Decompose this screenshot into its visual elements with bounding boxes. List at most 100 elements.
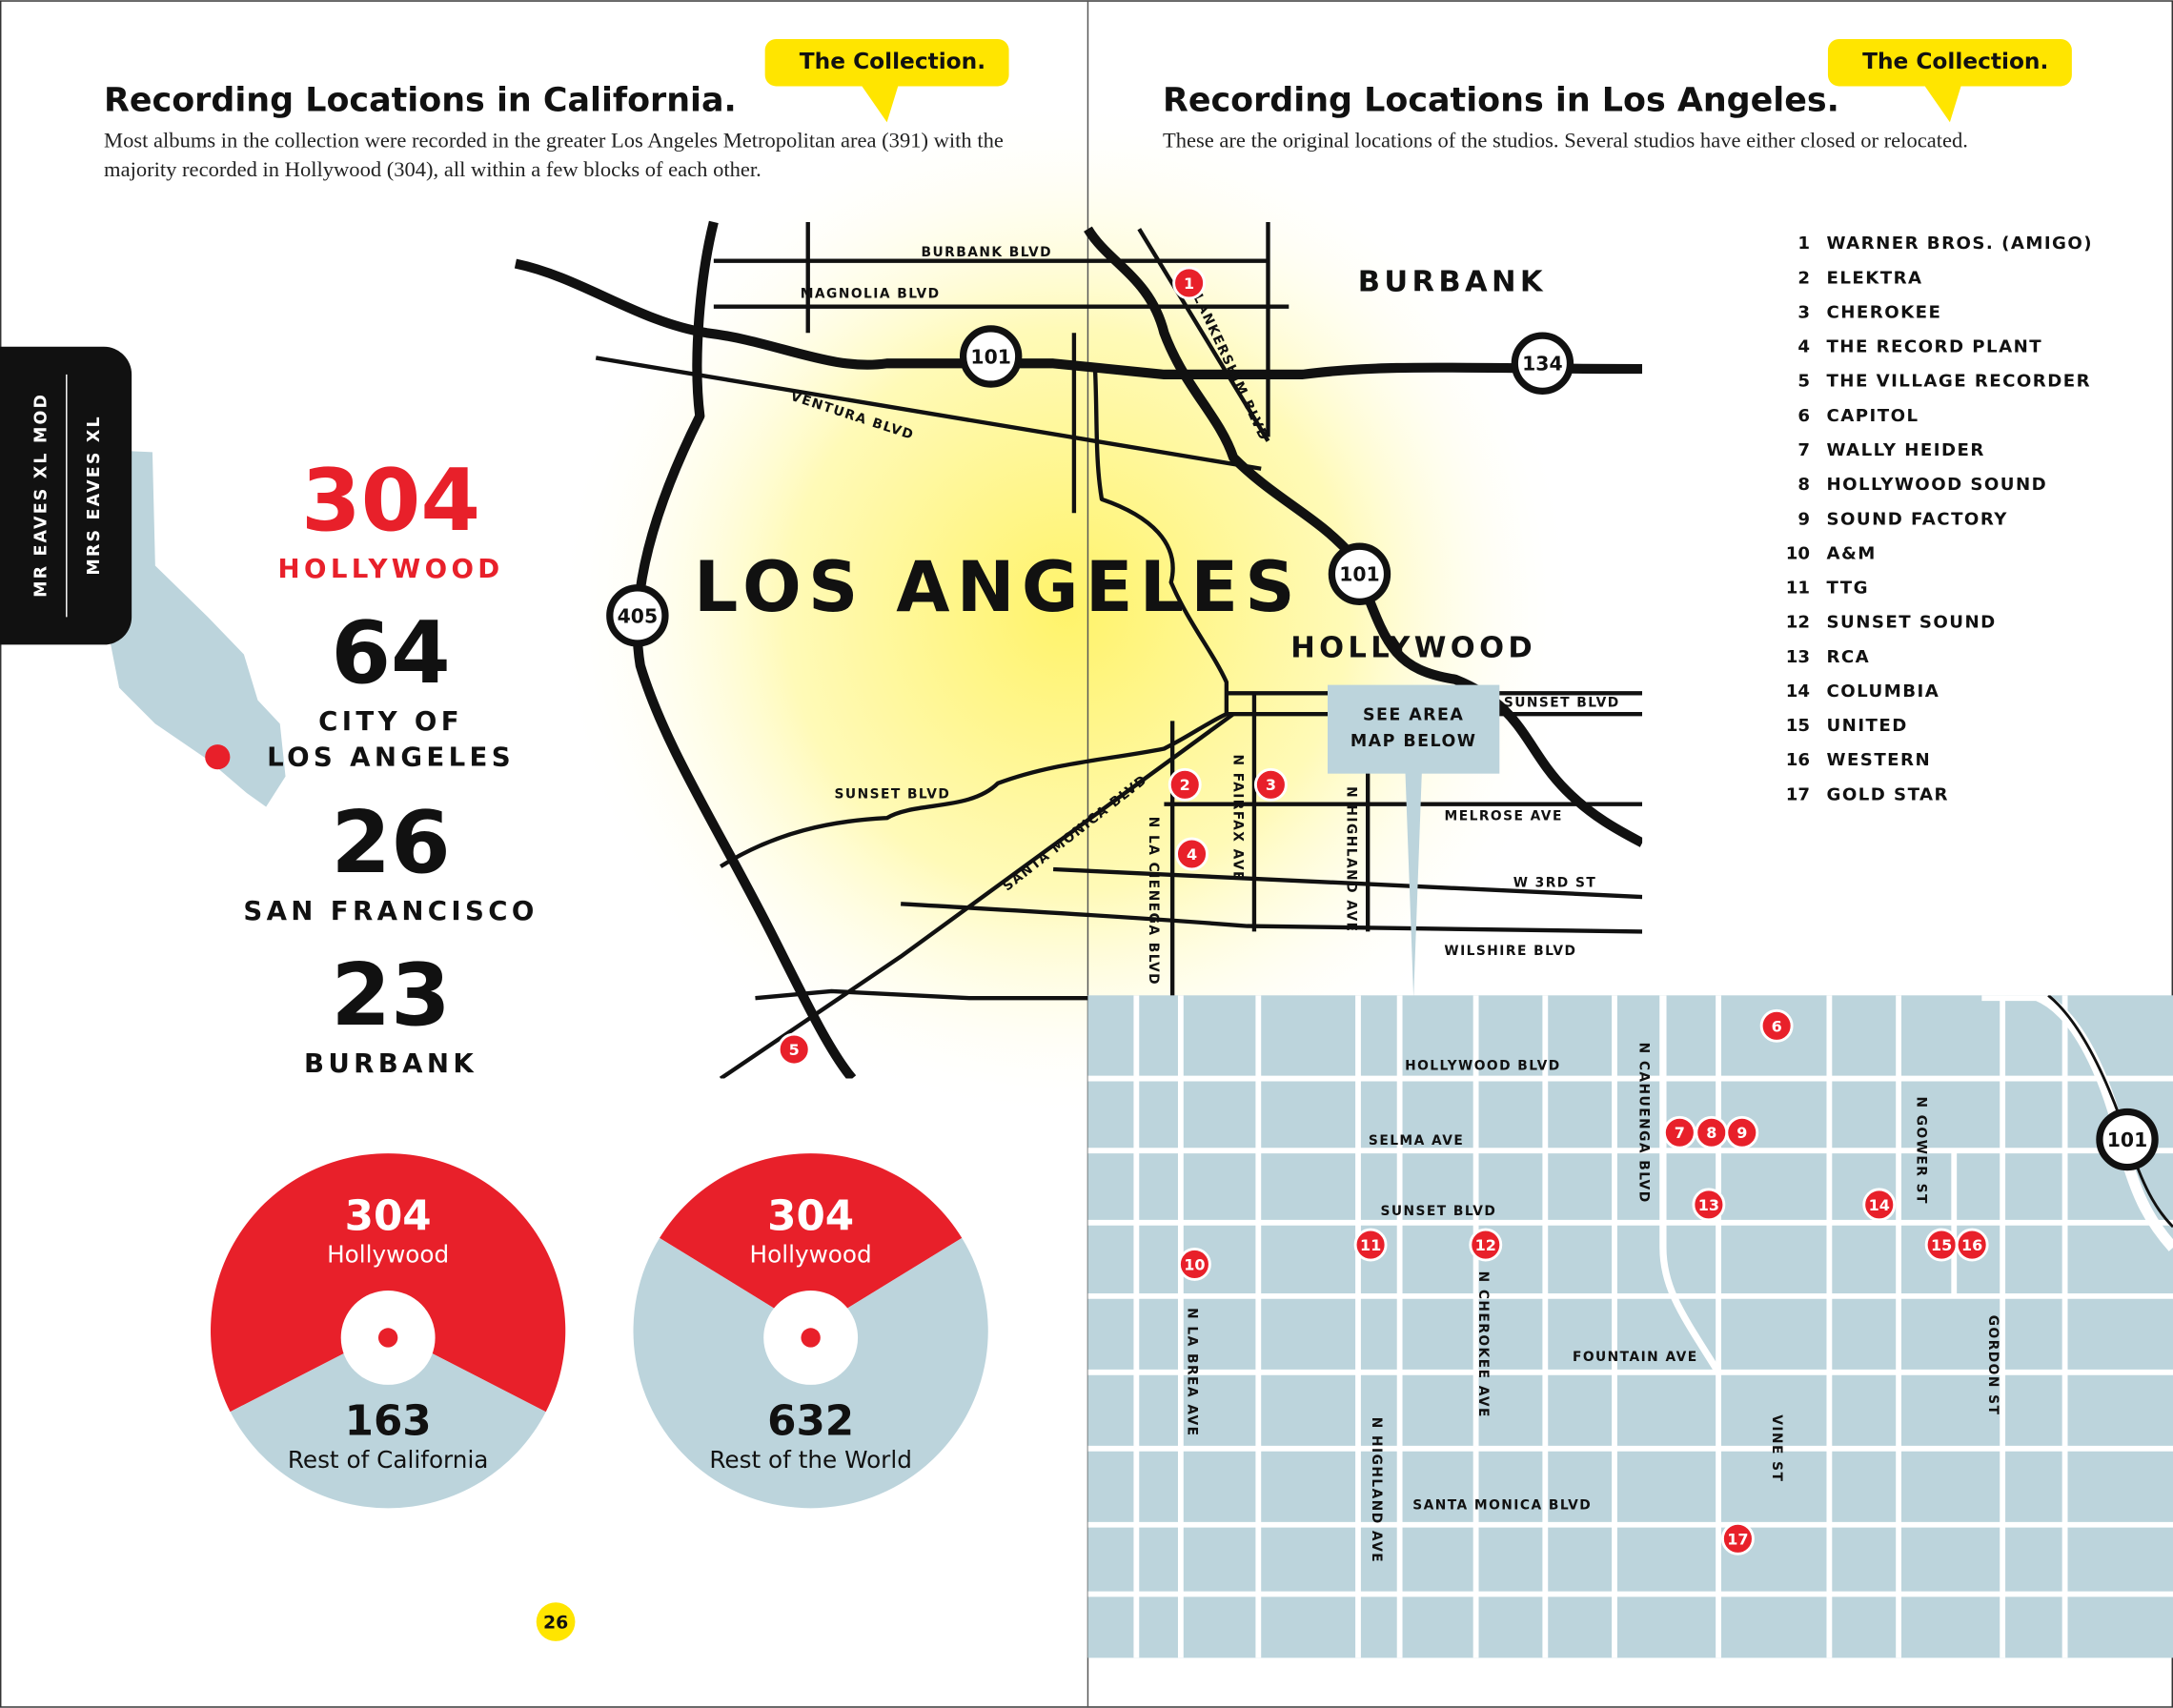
callout-pointer	[1405, 770, 1422, 999]
studio-marker	[1353, 1228, 1388, 1262]
street-label: N HIGHLAND AVE	[1369, 1417, 1384, 1563]
stat-label: HOLLYWOOD	[278, 553, 504, 584]
marker-number: 14	[1869, 1196, 1890, 1214]
studio-name: THE VILLAGE RECORDER	[1826, 372, 2091, 392]
badge-text: The Collection.	[1862, 49, 2048, 74]
marker-number: 5	[789, 1041, 800, 1059]
marker-number: 9	[1736, 1124, 1747, 1142]
road	[755, 988, 1173, 1001]
pie-value: 632	[767, 1398, 854, 1446]
marker-number: 3	[1266, 776, 1276, 794]
studio-number: 5	[1797, 372, 1810, 392]
pie-slice	[230, 1331, 546, 1509]
street-label: SUNSET BLVD	[835, 786, 951, 802]
tab-text: MRS EAVES XL	[85, 415, 104, 575]
street-label: GORDON ST	[1985, 1315, 2000, 1416]
studio-number: 9	[1797, 509, 1810, 529]
studio-name: TTG	[1826, 579, 1868, 599]
studio-number: 12	[1786, 613, 1810, 633]
studio-name: UNITED	[1826, 716, 1907, 736]
callout-text: MAP BELOW	[1351, 732, 1477, 751]
intro: Most albums in the collection were recor…	[104, 129, 1004, 182]
studio-name: GOLD STAR	[1826, 784, 1948, 804]
studio-name: ELEKTRA	[1826, 268, 1922, 288]
road	[1052, 866, 1643, 900]
street-label: WILSHIRE BLVD	[1444, 944, 1576, 959]
highway-shield	[606, 584, 669, 647]
studio-marker	[1955, 1228, 1989, 1262]
studio-marker	[1175, 837, 1208, 871]
studio-marker	[1168, 767, 1202, 802]
studio-name: A&M	[1826, 543, 1876, 563]
shield-text: 101	[970, 345, 1010, 368]
road	[719, 712, 1235, 1079]
studio-name: THE RECORD PLANT	[1826, 337, 2042, 357]
pie-center	[377, 1328, 398, 1348]
studio-number: 1	[1797, 234, 1810, 254]
shield-text: 101	[1339, 563, 1379, 586]
studio-marker	[1725, 1115, 1759, 1149]
pie-label: Hollywood	[327, 1241, 449, 1269]
marker-number: 8	[1706, 1124, 1716, 1142]
street-label: SUNSET BLVD	[1380, 1204, 1496, 1219]
pie-center	[801, 1328, 821, 1348]
marker-number: 13	[1698, 1196, 1719, 1214]
street-label: FOUNTAIN AVE	[1573, 1350, 1698, 1365]
street-label: W 3RD ST	[1513, 876, 1596, 891]
pie-slice	[211, 1153, 566, 1413]
location-dot	[205, 744, 231, 770]
pie-value: 304	[767, 1192, 854, 1240]
highway-shield	[2096, 1108, 2159, 1171]
street-label: VINE ST	[1769, 1414, 1784, 1482]
studio-number: 2	[1797, 268, 1810, 288]
street-label: MELROSE AVE	[1445, 809, 1563, 824]
studio-name: CAPITOL	[1826, 406, 1919, 426]
studio-name: RCA	[1826, 647, 1870, 667]
road	[514, 258, 1643, 379]
studio-name: WARNER BROS. (AMIGO)	[1826, 234, 2093, 254]
street	[1659, 995, 1722, 1374]
badge-bubble	[764, 39, 1009, 123]
studio-name: COLUMBIA	[1826, 681, 1939, 702]
highway-shield	[959, 325, 1023, 388]
detail-map-bg	[1087, 995, 2173, 1658]
street-label: N LA BREA AVE	[1185, 1308, 1200, 1436]
marker-number: 1	[1184, 274, 1194, 293]
marker-number: 4	[1187, 845, 1197, 864]
studio-name: WESTERN	[1826, 750, 1931, 770]
studio-number: 4	[1797, 337, 1810, 357]
studio-marker	[1720, 1521, 1755, 1556]
studio-name: WALLY HEIDER	[1826, 440, 1984, 460]
stat-value: 23	[331, 946, 450, 1046]
studio-marker	[1469, 1228, 1503, 1262]
stat-value: 64	[331, 603, 450, 703]
pie-value: 163	[345, 1398, 432, 1446]
road	[901, 902, 1643, 934]
shield-text: 134	[1522, 353, 1562, 376]
shield-text: 101	[2107, 1128, 2147, 1151]
studio-marker	[1759, 1008, 1794, 1043]
street-label: N LA CIENEGA BLVD	[1146, 817, 1161, 986]
street-label: SELMA AVE	[1369, 1133, 1464, 1149]
marker-number: 6	[1772, 1017, 1782, 1035]
studio-name: CHEROKEE	[1826, 302, 1941, 322]
road	[1137, 228, 1270, 442]
place-label: HOLLYWOOD	[1290, 631, 1536, 664]
studio-marker	[1253, 767, 1288, 802]
street-label: N CAHUENGA BLVD	[1636, 1043, 1652, 1204]
studio-number: 17	[1786, 784, 1810, 804]
marker-number: 11	[1360, 1236, 1381, 1254]
title: Recording Locations in California.	[104, 81, 737, 119]
marker-number: 2	[1180, 776, 1190, 794]
badge-bubble	[1827, 39, 2072, 123]
pie-slice	[660, 1153, 963, 1332]
highway-shield	[1328, 542, 1391, 605]
pie-label: Rest of California	[288, 1446, 489, 1474]
street-label: N CHEROKEE AVE	[1475, 1271, 1491, 1418]
road	[719, 711, 1643, 868]
pie-label: Hollywood	[750, 1241, 872, 1269]
intro-box: These are the original locations of the …	[1163, 130, 1968, 153]
studio-marker	[1862, 1188, 1897, 1222]
studio-number: 15	[1786, 716, 1810, 736]
